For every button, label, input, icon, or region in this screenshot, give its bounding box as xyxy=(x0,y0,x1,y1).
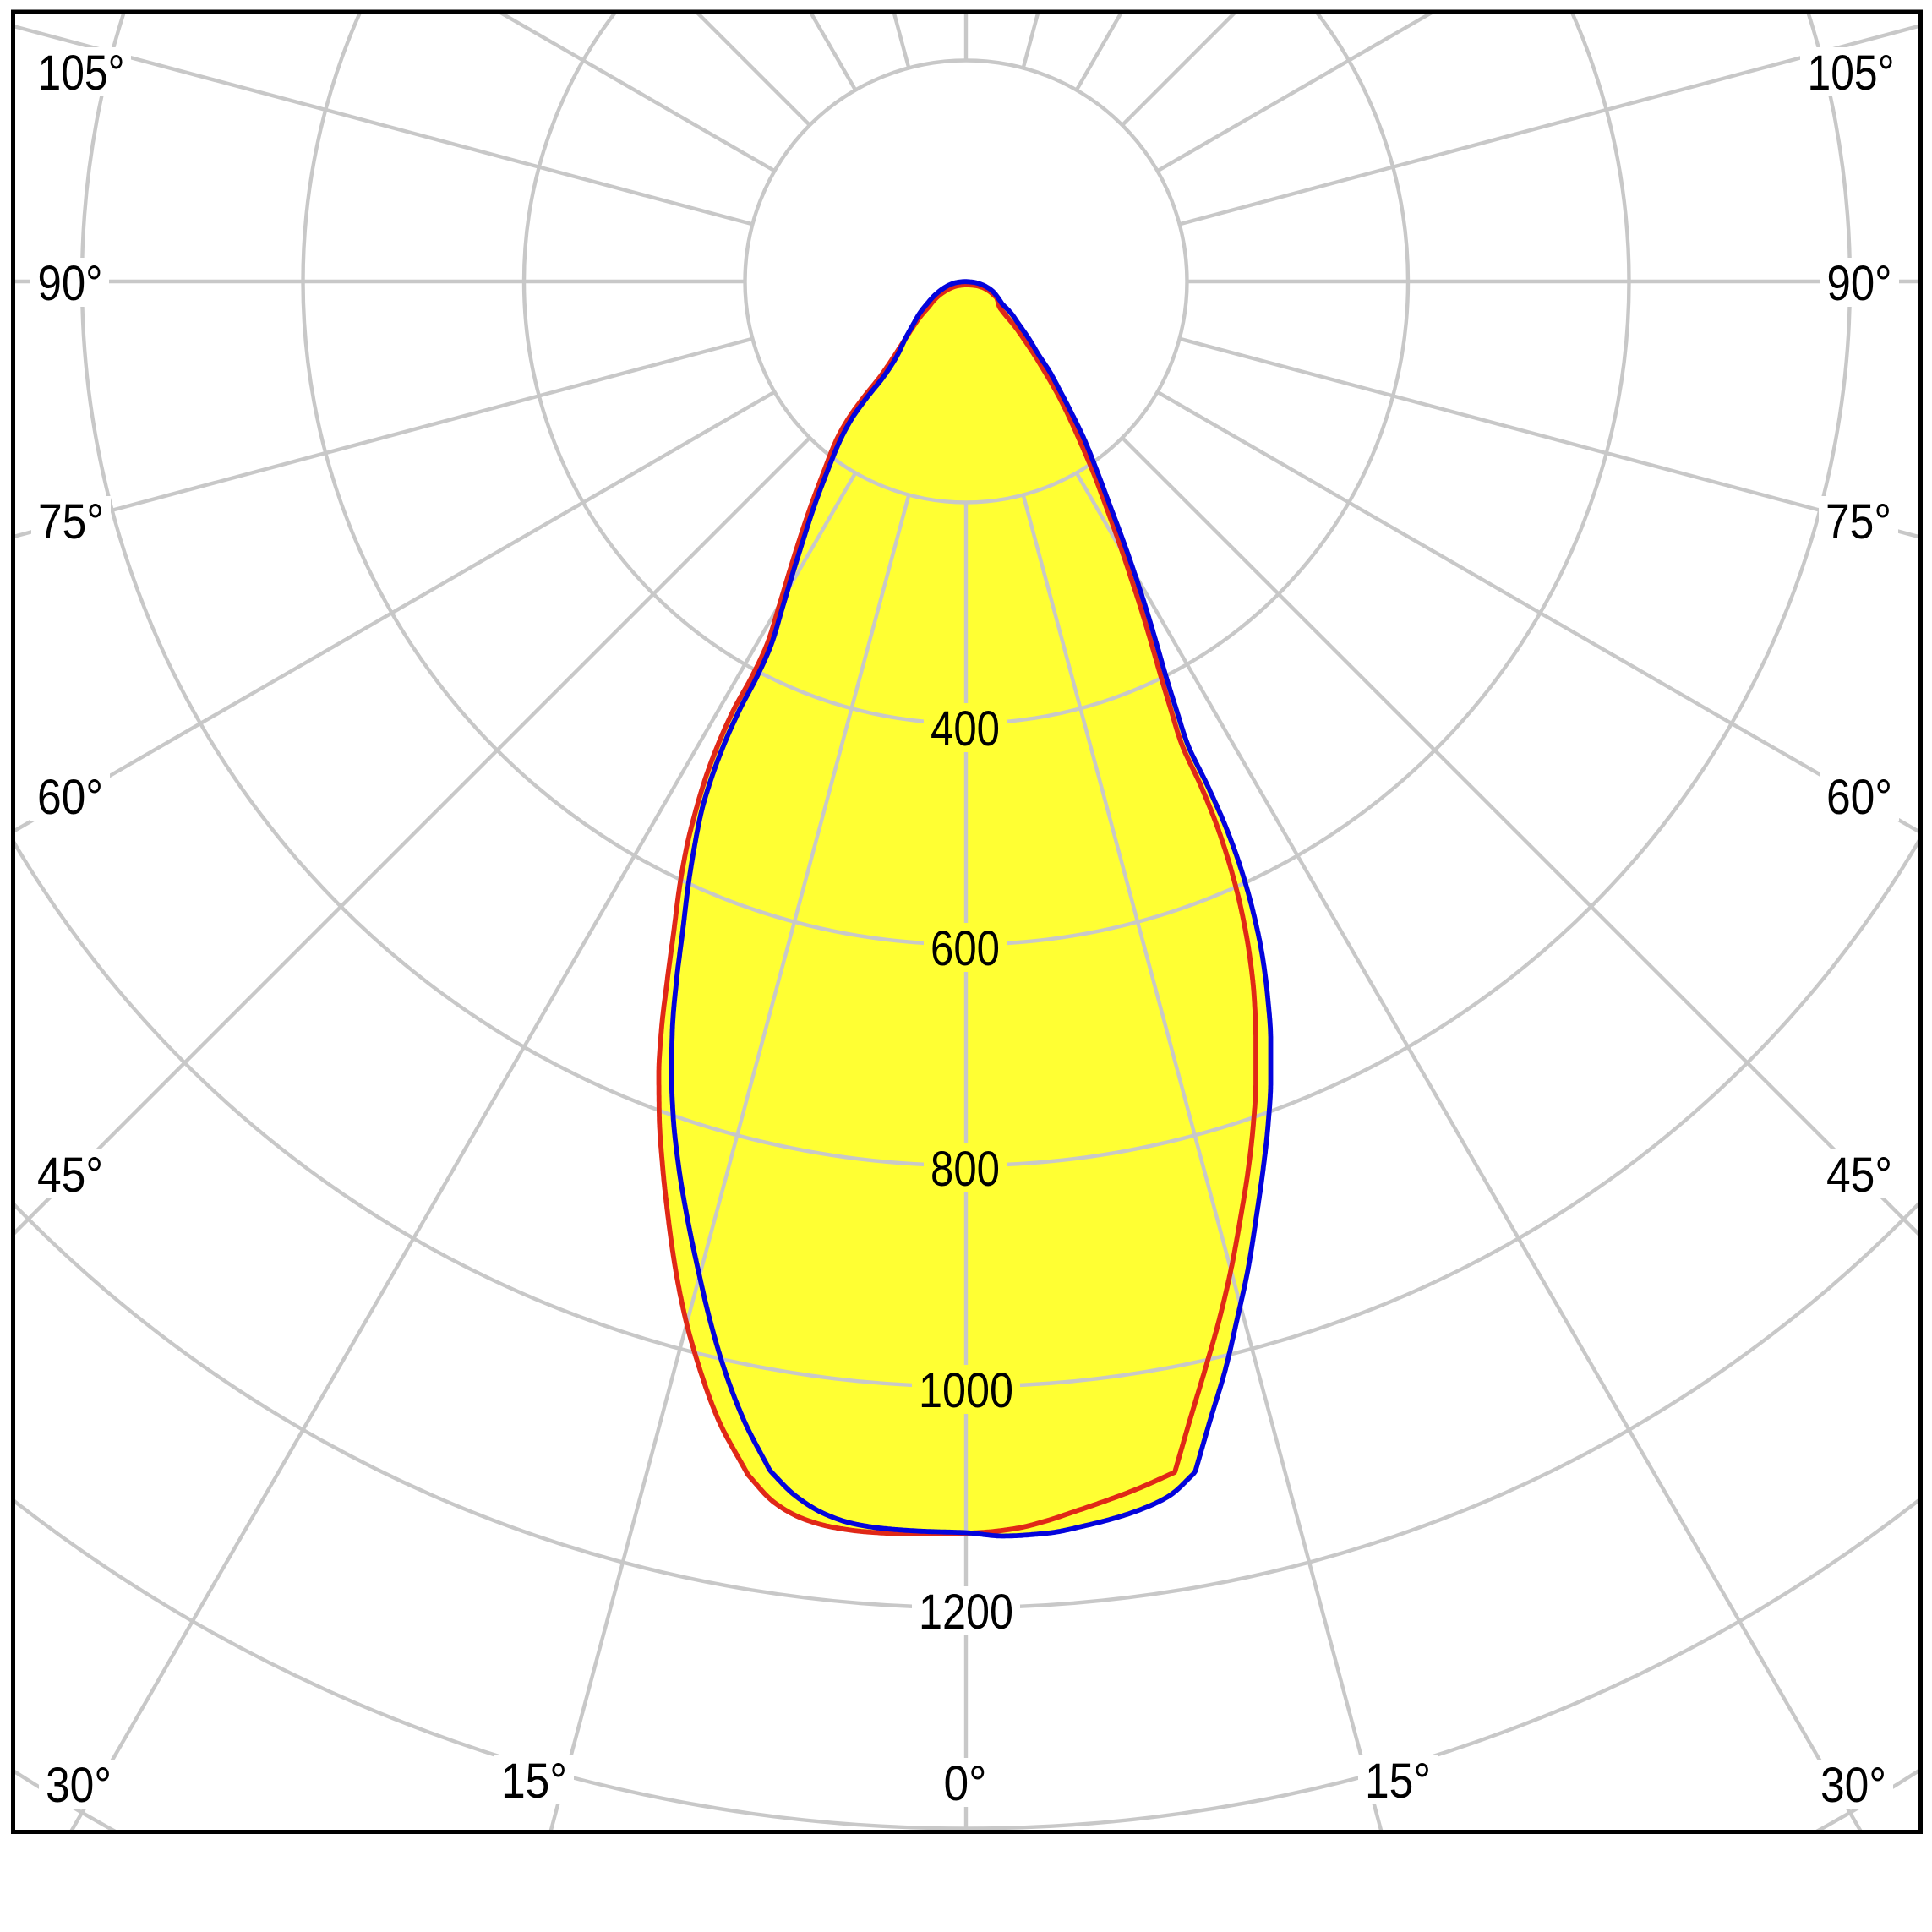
svg-text:15°: 15° xyxy=(501,1754,567,1809)
svg-text:30°: 30° xyxy=(46,1758,112,1813)
svg-text:1000: 1000 xyxy=(919,1363,1013,1418)
svg-text:1200: 1200 xyxy=(919,1585,1013,1640)
svg-text:90°: 90° xyxy=(1827,256,1892,311)
svg-text:0°: 0° xyxy=(944,1756,987,1811)
svg-text:75°: 75° xyxy=(1826,494,1891,549)
svg-text:60°: 60° xyxy=(37,770,103,825)
svg-text:400: 400 xyxy=(931,701,1000,756)
svg-text:800: 800 xyxy=(931,1142,1000,1197)
svg-text:600: 600 xyxy=(931,921,1000,976)
svg-text:60°: 60° xyxy=(1826,770,1892,825)
svg-text:105°: 105° xyxy=(1808,46,1895,101)
svg-text:45°: 45° xyxy=(1826,1148,1892,1203)
svg-text:75°: 75° xyxy=(38,494,104,549)
svg-text:15°: 15° xyxy=(1365,1754,1431,1809)
svg-text:90°: 90° xyxy=(38,256,103,311)
svg-text:105°: 105° xyxy=(38,46,125,101)
svg-text:45°: 45° xyxy=(37,1148,103,1203)
svg-text:30°: 30° xyxy=(1820,1758,1886,1813)
